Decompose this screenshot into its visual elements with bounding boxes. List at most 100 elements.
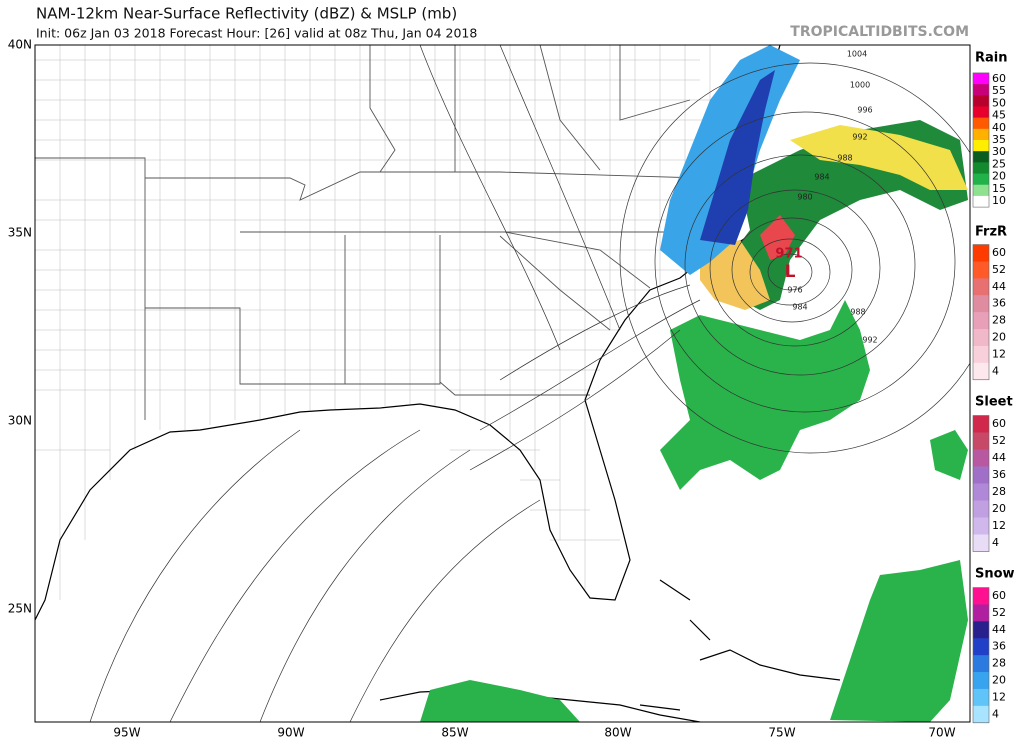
isobar-label: 984 <box>814 173 829 182</box>
legend-tick-label: 44 <box>992 451 1006 464</box>
lat-label: 30N <box>8 414 32 428</box>
legend-color <box>973 106 989 119</box>
legend-color <box>973 312 989 330</box>
legend-color <box>973 345 989 364</box>
legend-color <box>973 483 989 501</box>
lon-label: 75W <box>768 726 795 740</box>
legend-tick-label: 40 <box>992 121 1006 134</box>
land <box>35 45 780 620</box>
lon-label: 70W <box>928 726 955 740</box>
legend-tick-label: 4 <box>992 707 999 720</box>
legend-color <box>973 329 989 347</box>
lon-label: 90W <box>277 726 304 740</box>
legend-color <box>973 184 989 197</box>
legend-tick-label: 52 <box>992 263 1006 276</box>
legend-tick-label: 52 <box>992 434 1006 447</box>
legend-tick-label: 36 <box>992 640 1006 653</box>
legend-tick-label: 60 <box>992 417 1006 430</box>
legend-color <box>973 128 989 141</box>
legend-tick-label: 60 <box>992 72 1006 85</box>
lat-label: 35N <box>8 226 32 240</box>
legend-tick-label: 28 <box>992 485 1006 498</box>
lon-label: 95W <box>113 726 140 740</box>
legend-tick-label: 20 <box>992 502 1006 515</box>
reflectivity <box>420 45 968 722</box>
legend-color <box>973 84 989 96</box>
legend-color <box>973 638 989 656</box>
legend-tick-label: 20 <box>992 674 1006 687</box>
isobar-label: 980 <box>797 193 812 202</box>
county-lines <box>35 45 730 600</box>
legend-tick-label: 12 <box>992 690 1006 703</box>
legend-color <box>973 415 989 433</box>
legend-color <box>973 244 989 262</box>
lon-label: 85W <box>441 726 468 740</box>
legend-tick-label: 25 <box>992 157 1006 170</box>
map-border <box>34 44 971 723</box>
legend-title: Snow <box>975 567 1015 582</box>
legend-tick-label: 12 <box>992 347 1006 360</box>
legend-title: Rain <box>975 51 1008 66</box>
legend-color <box>973 517 989 535</box>
legend-color <box>973 500 989 518</box>
low-pressure-value: 971 <box>775 247 802 262</box>
legend-tick-label: 44 <box>992 623 1006 636</box>
state-lines <box>35 45 701 420</box>
legend-title: FrzR <box>975 225 1007 240</box>
legend-color <box>973 72 989 85</box>
low-symbol: L <box>785 262 796 282</box>
legend-tick-label: 52 <box>992 606 1006 619</box>
map-subtitle: Init: 06z Jan 03 2018 Forecast Hour: [26… <box>36 26 477 41</box>
legend-color <box>973 140 989 152</box>
legend-color <box>973 672 989 690</box>
legend-color <box>973 432 989 450</box>
legend-tick-label: 4 <box>992 364 999 377</box>
legend-color <box>973 466 989 484</box>
isobar-label: 992 <box>852 133 867 142</box>
legend-tick-label: 15 <box>992 182 1006 195</box>
isobar-label: 992 <box>862 336 877 345</box>
legend-tick-label: 55 <box>992 84 1006 97</box>
legend-tick-label: 60 <box>992 589 1006 602</box>
isobars <box>89 45 970 722</box>
legend-color <box>973 95 989 107</box>
legend-color <box>973 705 989 724</box>
legend-panel: Rain6055504540353025201510FrzR6052443628… <box>972 51 1015 724</box>
legend-border <box>972 415 990 552</box>
legend-color <box>973 278 989 296</box>
legend-color <box>973 151 989 163</box>
legend-tick-label: 12 <box>992 519 1006 532</box>
legend-color <box>973 449 989 467</box>
legend-tick-label: 30 <box>992 145 1006 158</box>
isobar-label: 976 <box>787 286 802 295</box>
legend-tick-label: 10 <box>992 194 1006 207</box>
legend-border <box>972 587 990 724</box>
isobar-label: 1004 <box>847 50 867 59</box>
legend-color <box>973 655 989 673</box>
isobar-label: 996 <box>857 106 872 115</box>
legend-color <box>973 173 989 186</box>
lat-label: 25N <box>8 602 32 616</box>
map-frame <box>34 44 971 723</box>
legend-tick-label: 50 <box>992 96 1006 109</box>
legend-tick-label: 44 <box>992 280 1006 293</box>
isobar-label: 988 <box>850 308 865 317</box>
legend-color <box>973 162 989 175</box>
legend-tick-label: 20 <box>992 331 1006 344</box>
lat-label: 40N <box>8 38 32 52</box>
legend-border <box>972 72 990 208</box>
isobar-label: 984 <box>792 303 807 312</box>
legend-tick-label: 35 <box>992 133 1006 146</box>
legend-color <box>973 587 989 605</box>
map-title: NAM-12km Near-Surface Reflectivity (dBZ)… <box>36 5 457 23</box>
legend-title: Sleet <box>975 395 1013 410</box>
site-watermark: TROPICALTIDBITS.COM <box>790 24 969 40</box>
legend-tick-label: 20 <box>992 170 1006 183</box>
legend-color <box>973 534 989 552</box>
isobar-label: 988 <box>837 154 852 163</box>
legend-tick-label: 28 <box>992 314 1006 327</box>
legend-color <box>973 362 989 381</box>
legend-tick-label: 60 <box>992 246 1006 259</box>
legend-color <box>973 261 989 279</box>
